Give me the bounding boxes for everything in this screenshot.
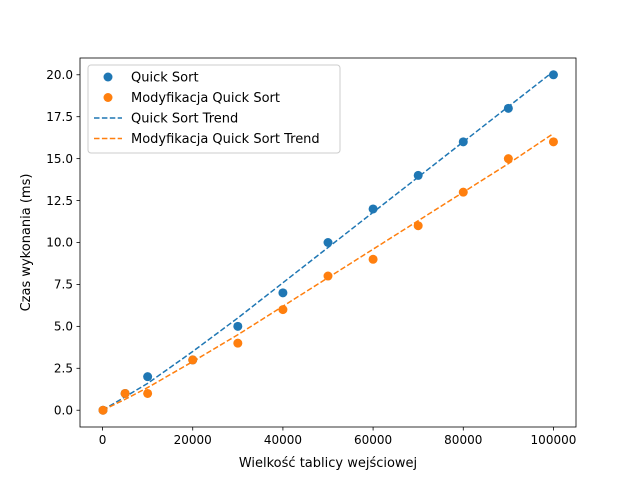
legend: Quick Sort Modyfikacja Quick Sort Quick So… — [87, 64, 341, 154]
legend-label: Modyfikacja Quick Sort Trend — [131, 132, 320, 147]
data-point-series-2 — [548, 137, 558, 147]
data-point-series-2 — [503, 154, 513, 164]
data-point-series-1 — [503, 103, 513, 113]
x-tick-label: 60000 — [354, 433, 392, 447]
data-point-series-1 — [143, 372, 153, 382]
data-point-series-1 — [548, 70, 558, 80]
legend-label: Quick Sort — [131, 71, 199, 86]
axes: 0 20000 40000 60000 80000 100000 0.0 2.5 5.0 7.5 1… — [46, 57, 577, 447]
data-point-series-2 — [323, 271, 333, 281]
legend-box — [87, 64, 341, 154]
trend-line-2 — [102, 132, 554, 411]
data-point-series-2 — [413, 221, 423, 231]
data-point-series-2 — [278, 305, 288, 315]
x-tick-label: 100000 — [531, 433, 577, 447]
trend-line-1 — [102, 70, 554, 411]
y-tick-label: 2.5 — [54, 361, 73, 375]
plot-marks — [98, 70, 558, 415]
y-tick-label: 10.0 — [46, 236, 73, 250]
data-point-series-1 — [368, 204, 378, 214]
legend-label: Modyfikacja Quick Sort — [131, 91, 280, 106]
data-point-series-1 — [278, 288, 288, 298]
y-tick-label: 15.0 — [46, 152, 73, 166]
data-point-series-2 — [143, 388, 153, 398]
y-axis-label: Czas wykonania (ms) — [19, 174, 34, 312]
y-tick-label: 12.5 — [46, 194, 73, 208]
data-point-series-2 — [458, 187, 468, 197]
x-tick-label: 0 — [99, 433, 107, 447]
y-tick-label: 7.5 — [54, 278, 73, 292]
y-tick-label: 20.0 — [46, 68, 73, 82]
data-point-series-1 — [413, 170, 423, 180]
data-point-series-2 — [98, 405, 108, 415]
data-point-series-2 — [233, 338, 243, 348]
y-tick-label: 5.0 — [54, 320, 73, 334]
y-tick-label: 17.5 — [46, 110, 73, 124]
x-tick-label: 20000 — [174, 433, 212, 447]
data-point-series-2 — [368, 254, 378, 264]
legend-label: Quick Sort Trend — [131, 112, 238, 127]
data-point-series-1 — [323, 238, 333, 247]
legend-marker — [103, 93, 113, 102]
x-tick-label: 40000 — [264, 433, 302, 447]
data-point-series-2 — [120, 388, 130, 398]
y-tick-label: 0.0 — [54, 403, 73, 417]
legend-marker — [103, 72, 113, 82]
x-axis-label: Wielkość tablicy wejściowej — [239, 456, 417, 471]
data-point-series-1 — [233, 321, 243, 331]
data-point-series-2 — [188, 355, 198, 365]
x-tick-label: 80000 — [444, 433, 482, 447]
data-point-series-1 — [458, 137, 468, 147]
